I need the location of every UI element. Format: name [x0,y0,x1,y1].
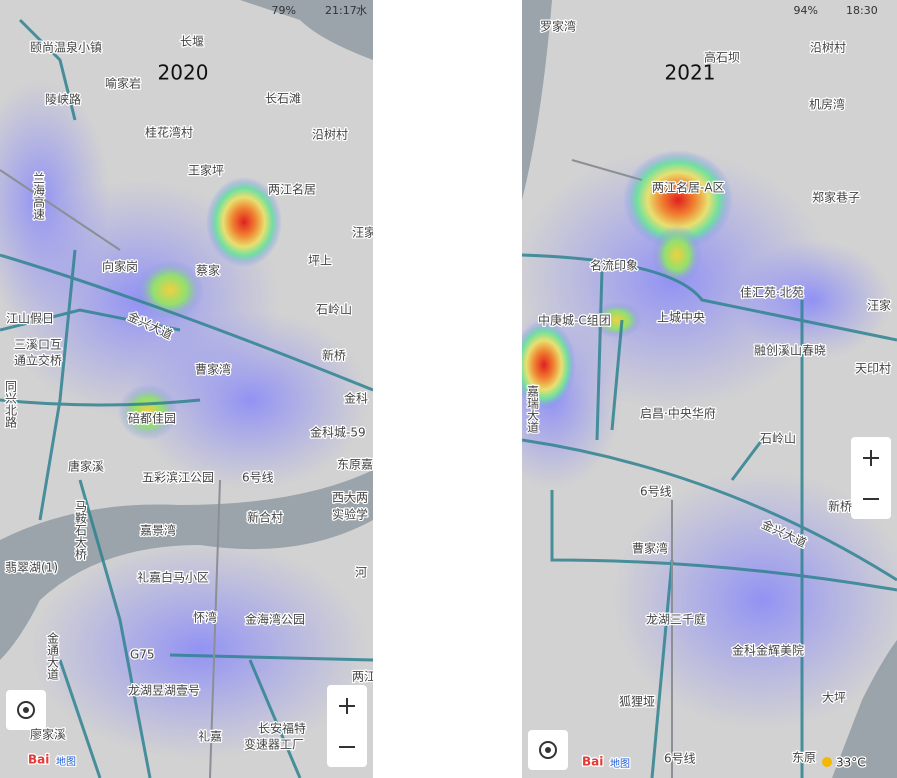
map-label: 嘉景湾 [140,523,176,538]
map-label: 河 [355,566,367,580]
map-label: 金科 [344,391,368,406]
map-label: 狐狸垭 [619,695,655,709]
map-label: 曹家湾 [195,362,231,377]
map-label: 碚都佳园 [128,411,176,426]
map-label: 桂花湾村 [145,125,193,140]
map-label: 石岭山 [316,303,352,317]
map-label: 天印村 [855,362,891,376]
map-label: 东原嘉 [337,458,373,472]
map-label: 喻家岩 [105,76,141,91]
map-label: 嘉瑞大道 [526,385,540,433]
map-label: 礼嘉白马小区 [137,570,209,585]
map-label: 上城中央 [657,310,705,325]
map-label: 三溪口互 [14,338,62,352]
map-label: 向家岗 [102,259,138,274]
map-label: 6号线 [640,485,672,499]
map-label: 金科城-59 [310,425,366,440]
map-label: 变速器工厂 [244,737,304,752]
battery: 94% [794,4,818,17]
year: 2020 [158,61,209,85]
map-label: 汪家 [867,298,891,313]
map-label: 陵峡路 [45,92,81,107]
map-label: 两江 [352,670,373,684]
map-label: 龙湖三千庭 [646,612,706,627]
logo-brand: Bai [582,755,603,769]
map-label: 马鞍石大桥 [74,500,88,561]
map-label: 龙湖昱湖壹号 [128,683,200,698]
map-label: 高石坝 [704,50,740,65]
map-label: 6号线 [664,752,696,766]
map-label: 名流印象 [590,258,638,273]
map-label: 兰海高速 [32,172,46,220]
map-label: 两江名居 [268,182,316,197]
map-label: 大坪 [822,691,846,705]
map-label: 中庚城-C组团 [538,313,611,328]
map-label: 沿树村 [312,127,348,142]
logo-brand: Bai [28,753,49,767]
map-label: 长堰 [180,35,204,49]
map-label: 同兴北路 [4,380,18,429]
map-label: 江山假日 [6,312,54,326]
zoom-control[interactable] [851,437,891,519]
metro [571,159,673,778]
map-label: 怀湾 [193,610,217,625]
map-label: 沿树村 [810,40,846,55]
map-label: 廖家溪 [30,727,66,742]
map-label: 佳汇苑·北苑 [740,286,804,300]
zoom-control[interactable] [327,685,367,767]
map-label: 石岭山 [760,432,796,446]
logo-suffix: 地图 [610,757,630,770]
roads [522,253,897,778]
map-label: 新桥 [322,348,346,363]
time: 18:30 [846,4,878,17]
map-label: 五彩滨江公园 [142,470,214,485]
map-label: 东原 [792,751,816,765]
map-label: 礼嘉 [198,729,222,744]
river [0,0,373,660]
map-label: 翡翠湖(1) [5,560,58,575]
map-label: 汪家 [352,225,373,240]
map-label: 通立交桥 [14,353,62,368]
map-label: 新桥 [828,499,852,514]
map-label: 机房湾 [809,97,845,112]
map-label: 唐家溪 [68,459,104,474]
map-label: 郑家巷子 [812,190,860,205]
metro [0,169,221,778]
map-label: 颐尚温泉小镇 [30,41,102,55]
map-label: 6号线 [242,471,274,485]
weather-icon [822,757,832,767]
map-label: 西大两 [332,491,368,505]
status-extra: 水 [356,4,367,17]
map-label: 金科金辉美院 [732,643,804,658]
roads [0,18,373,778]
year: 2021 [665,61,716,85]
map-label: 蔡家 [196,263,220,278]
map-label: G75 [130,648,155,662]
map-label: 坪上 [308,254,332,268]
map-label: 融创溪山春晓 [754,344,826,358]
map-label: 实验学 [332,507,368,522]
time: 21:17 [325,4,357,17]
map-label: 两江名居-A区 [652,180,725,195]
map-label: 金通大道 [46,631,60,680]
map-label: 罗家湾 [540,19,576,34]
heat [0,80,370,760]
map-label: 曹家湾 [632,541,668,556]
map-label: 金海湾公园 [245,612,305,627]
map-label: 启昌·中央华府 [640,406,716,421]
locate-button[interactable] [528,730,568,770]
logo-suffix: 地图 [56,755,76,768]
temperature: 33°C [836,756,866,770]
map-label: 王家坪 [188,163,224,178]
map-label: 长石滩 [265,92,301,106]
battery: 79% [272,4,296,17]
map-label: 新合村 [247,510,283,525]
locate-button[interactable] [6,690,46,730]
map-label: 长安福特 [258,721,306,736]
